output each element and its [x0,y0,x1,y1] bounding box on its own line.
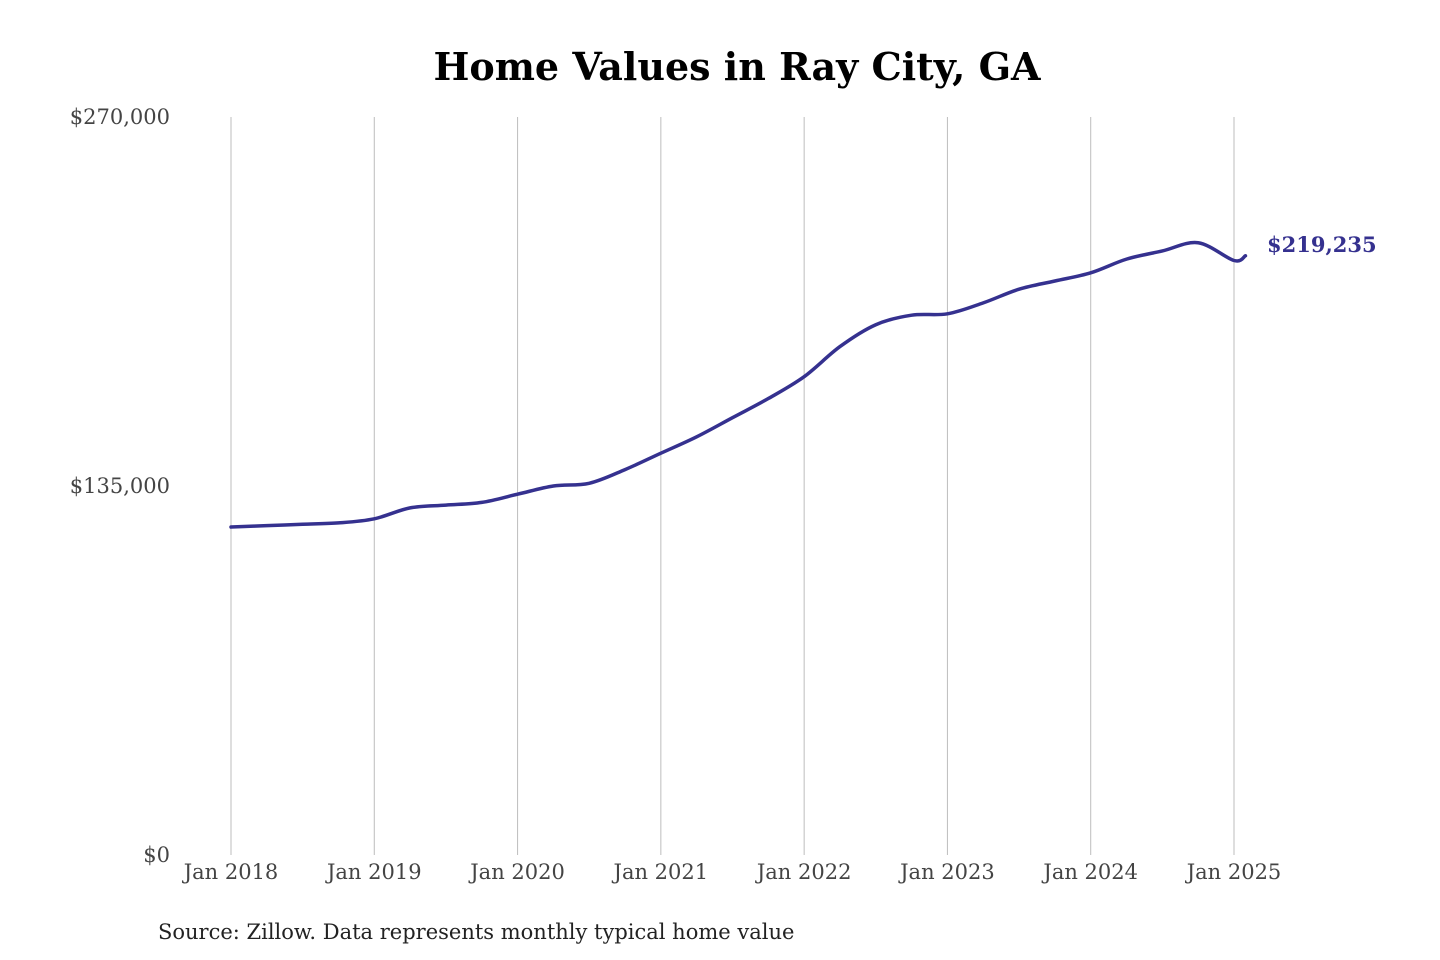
x-axis: Jan 2018 Jan 2019 Jan 2020 Jan 2021 Jan 2022… [182,860,1282,884]
x-tick-label: Jan 2023 [898,860,995,884]
y-axis: $0 $135,000 $270,000 [70,105,170,867]
series-group [229,240,1248,529]
x-tick-label: Jan 2020 [468,860,565,884]
x-tick-label: Jan 2025 [1185,860,1282,884]
y-tick-label: $270,000 [70,105,170,129]
x-tick-label: Jan 2024 [1041,860,1138,884]
x-tick-label: Jan 2021 [612,860,709,884]
source-note: Source: Zillow. Data represents monthly … [158,920,794,944]
y-tick-label: $0 [143,843,170,867]
chart-title: Home Values in Ray City, GA [433,44,1041,89]
x-tick-label: Jan 2022 [755,860,852,884]
series-line-0 [229,240,1248,529]
end-value-label: $219,235 [1267,232,1377,257]
x-tick-label: Jan 2018 [182,860,279,884]
x-tick-label: Jan 2019 [325,860,422,884]
gridlines [230,117,1235,855]
y-tick-label: $135,000 [70,474,170,498]
